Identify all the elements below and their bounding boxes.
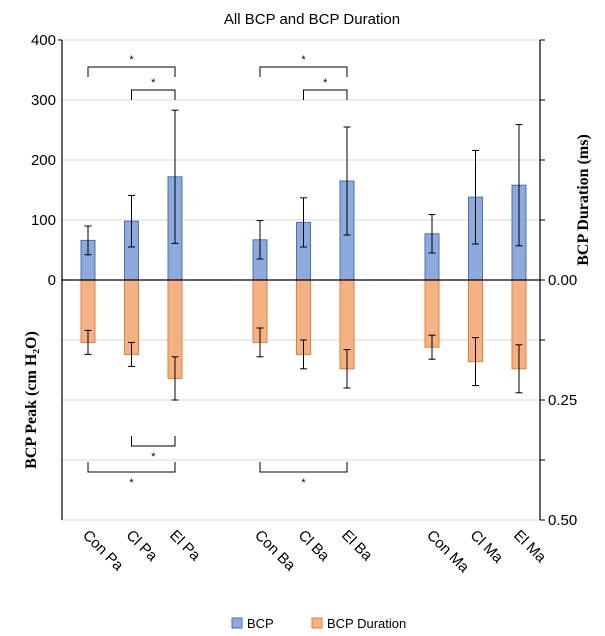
category-label: El Pa xyxy=(166,527,204,565)
y-tick-label-left: 100 xyxy=(31,212,56,229)
category-label: Con Ma xyxy=(423,527,473,577)
significance-star: * xyxy=(301,54,306,66)
y-tick-label-left: 300 xyxy=(31,92,56,109)
y-tick-label-left: 200 xyxy=(31,152,56,169)
axes xyxy=(58,39,545,521)
significance-star: * xyxy=(323,77,328,89)
significance-star: * xyxy=(151,451,156,463)
left-tick-labels: 400 300 200 100 0 xyxy=(31,32,56,289)
legend-swatch xyxy=(231,617,243,629)
legend: BCP BCP Duration xyxy=(231,616,406,631)
category-label: Cl Ma xyxy=(467,527,507,567)
error-bars xyxy=(84,109,523,401)
gridlines xyxy=(62,39,540,521)
significance-bracket xyxy=(303,89,348,100)
significance-star: * xyxy=(129,54,134,66)
significance-bracket xyxy=(259,66,348,77)
category-label: El Ma xyxy=(510,527,550,567)
y-tick-label-right: 0.00 xyxy=(548,272,577,289)
legend-label: BCP Duration xyxy=(327,616,406,631)
legend-swatch xyxy=(311,617,323,629)
significance-star: * xyxy=(129,477,134,489)
y-tick-label-right: 0.50 xyxy=(548,512,577,529)
y-axis-left-label: BCP Peak (cm H₂O) xyxy=(23,331,40,469)
significance-bracket xyxy=(259,462,348,473)
category-label: Con Pa xyxy=(79,527,127,575)
y-tick-label-left: 400 xyxy=(31,32,56,49)
category-label: Cl Pa xyxy=(123,527,161,565)
category-label: El Ba xyxy=(338,527,376,565)
y-tick-label-left: 0 xyxy=(48,272,56,289)
significance-bracket xyxy=(87,462,176,473)
category-label: Con Ba xyxy=(251,527,299,575)
significance-bracket xyxy=(131,89,176,100)
chart-title: All BCP and BCP Duration xyxy=(224,11,400,28)
legend-label: BCP xyxy=(247,616,274,631)
significance-bracket xyxy=(131,436,176,447)
significance-star: * xyxy=(301,477,306,489)
significance-brackets: * * * * * * * xyxy=(87,54,348,489)
right-tick-labels: 0.00 0.25 0.50 xyxy=(548,272,577,529)
category-label: Cl Ba xyxy=(295,527,333,565)
y-axis-right-label: BCP Duration (ms) xyxy=(575,134,592,266)
significance-bracket xyxy=(87,66,176,77)
y-tick-label-right: 0.25 xyxy=(548,392,577,409)
significance-star: * xyxy=(151,77,156,89)
